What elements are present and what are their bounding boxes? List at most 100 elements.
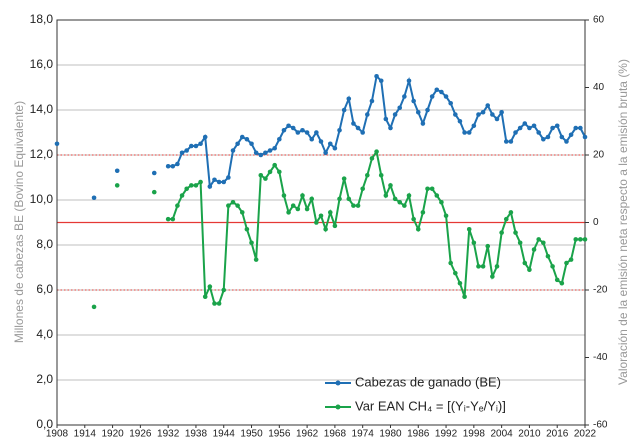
point [281,193,287,198]
point [304,206,310,212]
point [383,116,389,122]
point [499,230,504,235]
point [471,123,477,129]
point [314,130,319,135]
point [564,139,569,144]
point [355,203,361,208]
point [170,216,176,222]
point [277,136,282,142]
point [513,230,518,235]
plot-frame [56,19,586,426]
point [369,156,375,161]
y-tick-label: 6,0 [36,282,53,296]
point [286,210,291,215]
point [323,150,328,156]
point [267,148,273,153]
y-tick-label: 16,0 [30,57,54,71]
point [253,257,259,262]
point [114,183,120,188]
point [383,193,389,198]
point [527,125,532,131]
point [184,186,189,192]
point [411,216,416,222]
point [429,94,435,99]
point [281,127,287,133]
point [522,121,528,126]
point [300,127,305,133]
point [258,172,264,178]
point [406,193,412,198]
point [207,284,213,289]
point [304,130,310,135]
point [249,141,254,147]
point [397,199,403,205]
point [175,203,180,208]
point [309,136,315,142]
point [522,260,528,266]
point [392,112,398,117]
point [212,301,217,306]
x-tick-label: 1986 [407,429,430,438]
y2-axis-title: Valoración de la emisión neta respecto a… [616,59,630,385]
point [406,78,412,84]
point [388,183,393,188]
y-axis-title: Millones de cabezas BE (Bovino Equivalen… [12,101,26,343]
point [517,240,523,246]
point [415,226,421,232]
point [314,220,319,225]
x-tick-label: 1980 [379,429,402,438]
point [263,176,268,181]
point [91,304,97,310]
point [439,89,444,95]
series-line [168,74,586,190]
x-tick-label: 2004 [491,429,514,438]
y-tick-label: 8,0 [36,237,53,251]
point [239,134,245,140]
point [239,210,245,215]
point [221,179,227,185]
point [114,168,120,174]
y2-tick-label: -20 [593,285,608,296]
point [360,130,365,135]
point [165,216,171,222]
point [309,196,315,202]
y2-tick-label: -40 [593,352,608,363]
y-tick-label: 18,0 [30,12,54,26]
x-tick-label: 1998 [463,429,486,438]
point [290,203,296,208]
point [420,210,426,215]
point [388,125,393,131]
legend-label: Var EAN CH₄ = [(Yᵢ-Yₑ/Yᵢ)] [355,398,506,413]
point [170,163,176,169]
point [499,109,504,115]
y2-tick-label: 20 [593,150,605,161]
point [573,125,579,131]
point [541,136,546,142]
point [179,193,185,198]
legend-marker [335,404,341,410]
point [221,287,227,293]
point [453,112,458,117]
point [411,98,416,104]
series-line [168,149,585,305]
x-tick-label: 1914 [74,429,97,438]
point [175,161,180,167]
point [397,105,403,111]
point [378,172,384,178]
point [554,123,560,129]
point [476,264,481,269]
point [508,210,514,215]
point [165,163,171,169]
point [272,145,277,151]
point [462,294,467,300]
point [443,94,449,99]
point [480,264,486,269]
point [573,237,579,242]
point [189,143,194,149]
point [462,130,467,135]
point [230,148,236,153]
point [466,130,472,135]
point [202,134,208,140]
point [531,247,537,252]
point [295,206,301,212]
